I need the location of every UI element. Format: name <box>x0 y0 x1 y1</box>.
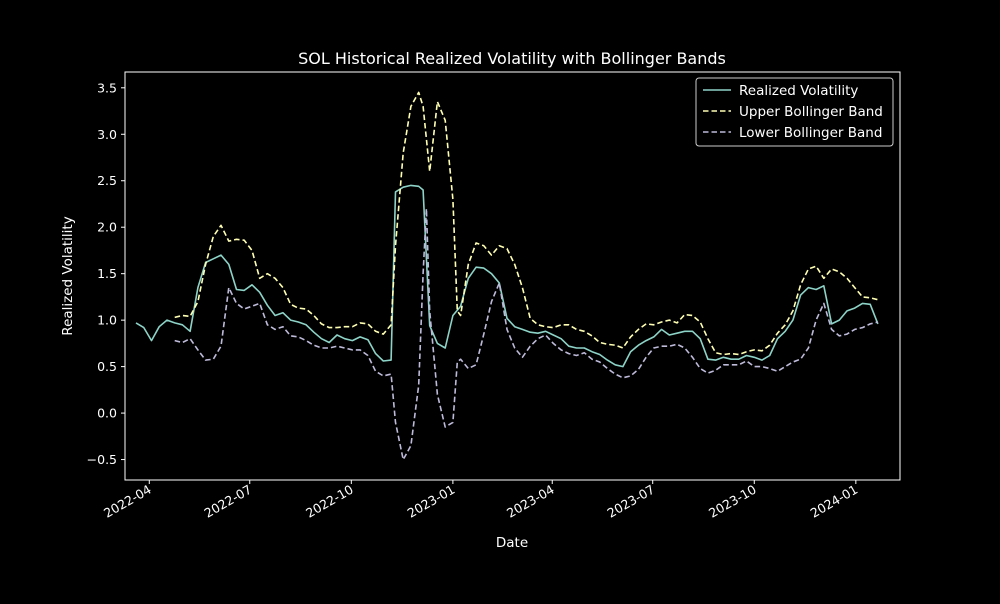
y-tick-label: 3.5 <box>97 80 117 95</box>
series-line-3 <box>174 207 879 461</box>
y-tick-label: 3.0 <box>97 127 117 142</box>
legend-label: Lower Bollinger Band <box>739 125 882 141</box>
series-line-1 <box>135 184 879 368</box>
legend-box <box>695 77 894 147</box>
legend-label: Realized Volatility <box>739 83 858 99</box>
y-tick-label: 1.5 <box>97 266 117 281</box>
y-tick-label: 0.0 <box>97 406 117 421</box>
legend: Realized Volatility Upper Bollinger Band L… <box>695 77 894 147</box>
chart-title: SOL Historical Realized Volatility with … <box>298 49 726 68</box>
y-axis-label: Realized Volatility <box>60 216 76 335</box>
x-axis-label: Date <box>496 535 528 551</box>
series-layer <box>135 91 879 461</box>
y-tick-label: −0.5 <box>87 452 117 467</box>
plot-frame <box>124 71 901 481</box>
y-tick-label: 2.0 <box>97 220 117 235</box>
y-tick-label: 2.5 <box>97 173 117 188</box>
series-line-2 <box>174 91 879 356</box>
y-tick-label: 1.0 <box>97 313 117 328</box>
y-tick-label: 0.5 <box>97 359 117 374</box>
legend-label: Upper Bollinger Band <box>739 104 883 120</box>
